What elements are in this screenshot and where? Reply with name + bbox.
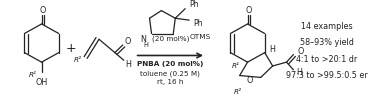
Text: O: O xyxy=(125,37,131,46)
Text: H: H xyxy=(144,42,149,48)
Text: R²: R² xyxy=(234,89,242,95)
Text: 4:1 to >20:1 dr: 4:1 to >20:1 dr xyxy=(296,55,358,64)
Text: (20 mol%): (20 mol%) xyxy=(152,36,189,43)
Text: R²: R² xyxy=(74,57,82,63)
Text: PNBA (20 mol%): PNBA (20 mol%) xyxy=(137,61,203,67)
Text: H: H xyxy=(296,68,302,77)
Text: O: O xyxy=(39,6,46,15)
Text: H: H xyxy=(125,60,131,69)
Text: O: O xyxy=(245,6,252,15)
Text: N: N xyxy=(141,35,147,44)
Text: rt, 16 h: rt, 16 h xyxy=(157,79,183,85)
Text: Ph: Ph xyxy=(193,19,203,29)
Text: R¹: R¹ xyxy=(231,63,240,69)
Text: H: H xyxy=(270,45,276,54)
Text: +: + xyxy=(66,42,77,55)
Text: toluene (0.25 M): toluene (0.25 M) xyxy=(140,70,200,77)
Text: O: O xyxy=(246,76,253,85)
Text: 58–93% yield: 58–93% yield xyxy=(300,38,354,47)
Text: 14 examples: 14 examples xyxy=(301,22,353,31)
Text: OTMS: OTMS xyxy=(189,34,211,40)
Text: OH: OH xyxy=(36,78,48,87)
Text: Ph: Ph xyxy=(189,0,199,9)
Text: O: O xyxy=(297,47,304,56)
Text: 97:3 to >99.5:0.5 er: 97:3 to >99.5:0.5 er xyxy=(286,71,368,80)
Text: R¹: R¹ xyxy=(28,72,37,78)
